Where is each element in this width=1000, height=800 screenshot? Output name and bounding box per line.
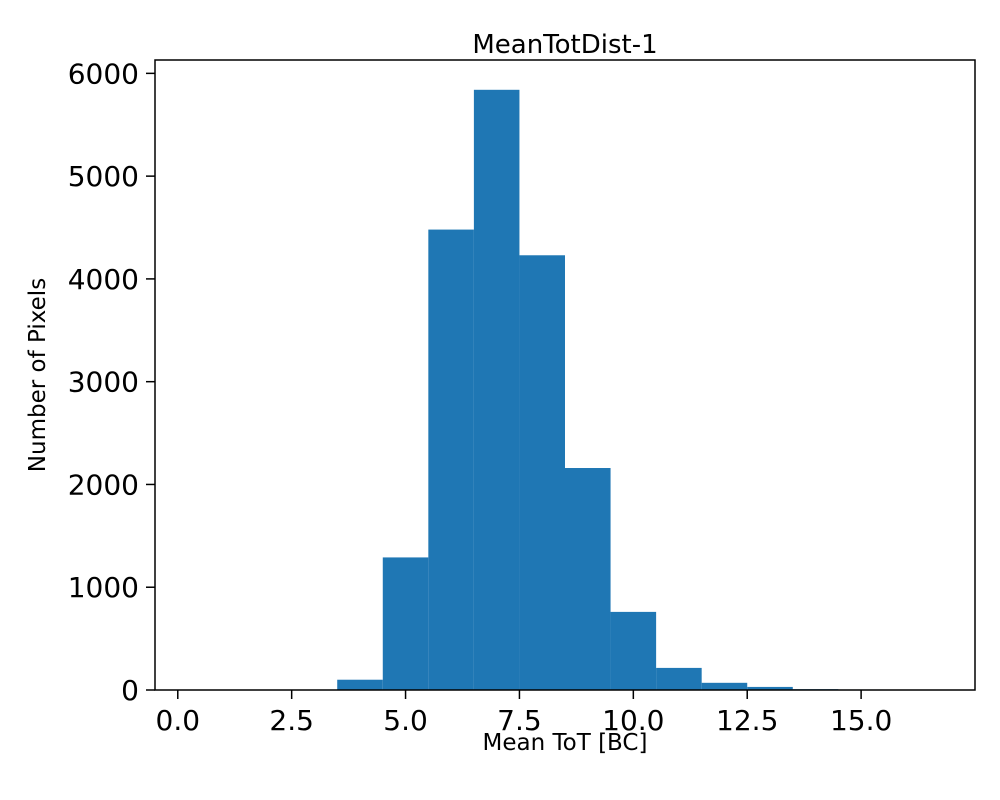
histogram-bar — [473, 89, 520, 691]
histogram-bar — [610, 611, 657, 690]
histogram-bar — [519, 255, 565, 690]
histogram-bar — [382, 557, 429, 690]
histogram-bar — [337, 679, 383, 690]
histogram-bar — [656, 667, 702, 690]
histogram-bar — [701, 682, 748, 690]
y-tick-label: 1000 — [68, 571, 139, 604]
y-tick-label: 4000 — [68, 263, 139, 296]
x-axis-label: Mean ToT [BC] — [482, 730, 648, 756]
y-tick-label: 0 — [121, 674, 139, 707]
plot-frame — [154, 59, 976, 691]
x-tick-label: 10.0 — [602, 704, 664, 737]
y-tick-label: 5000 — [68, 160, 139, 193]
histogram-bar — [428, 229, 474, 690]
y-tick-label: 3000 — [68, 366, 139, 399]
x-tick-label: 12.5 — [716, 704, 778, 737]
x-tick-label: 15.0 — [830, 704, 892, 737]
histogram-bar — [565, 468, 611, 690]
y-tick-label: 2000 — [68, 468, 139, 501]
x-tick-label: 0.0 — [156, 704, 201, 737]
y-axis-label: Number of Pixels — [25, 277, 51, 473]
histogram-bar — [747, 686, 793, 690]
y-tick-label: 6000 — [68, 57, 139, 90]
x-tick-label: 2.5 — [269, 704, 314, 737]
x-tick-label: 5.0 — [383, 704, 428, 737]
x-tick-label: 7.5 — [497, 704, 542, 737]
chart-title: MeanTotDist-1 — [472, 30, 658, 60]
